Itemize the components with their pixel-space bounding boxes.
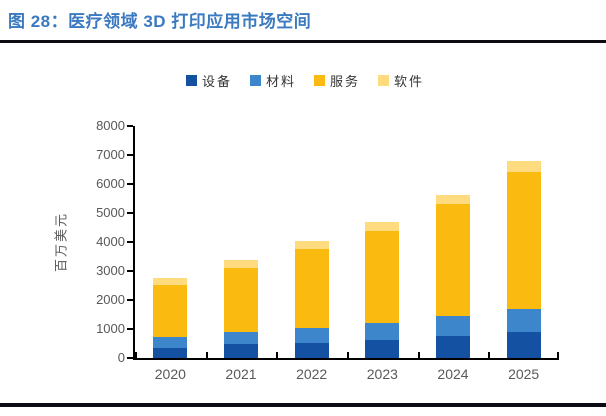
legend-swatch <box>378 74 390 86</box>
x-category-label: 2024 <box>437 366 469 382</box>
bar-segment-软件-2024 <box>436 194 470 205</box>
bar-segment-服务-2022 <box>294 249 329 328</box>
bar-segment-材料-2020 <box>153 336 188 348</box>
y-tick-mark <box>127 154 133 156</box>
y-tick-label: 0 <box>117 350 125 365</box>
legend-swatch <box>314 74 325 86</box>
bar-segment-材料-2022 <box>294 327 329 343</box>
bar-segment-服务-2021 <box>224 268 258 332</box>
legend-label: 材料 <box>265 73 296 89</box>
legend-swatch <box>249 74 261 86</box>
x-tick-mark <box>135 352 137 358</box>
y-tick-label: 3000 <box>96 263 125 278</box>
bar-segment-软件-2025 <box>506 160 541 172</box>
bar-segment-设备-2024 <box>436 336 470 358</box>
x-tick-mark <box>557 352 559 358</box>
bar-segment-设备-2025 <box>506 332 541 358</box>
bar-segment-服务-2023 <box>365 231 400 323</box>
plot-area <box>133 126 559 360</box>
y-tick-label: 7000 <box>96 147 125 162</box>
bar-segment-材料-2024 <box>436 315 470 337</box>
y-tick-label: 8000 <box>96 118 125 133</box>
x-tick-mark <box>488 352 491 358</box>
y-tick-label: 6000 <box>96 176 125 191</box>
bar-segment-软件-2022 <box>294 240 329 250</box>
x-category-label: 2025 <box>508 366 540 382</box>
x-tick-mark <box>276 352 279 358</box>
legend-label: 软件 <box>394 73 425 89</box>
bar-segment-服务-2025 <box>506 171 541 309</box>
bar-segment-软件-2021 <box>224 259 258 269</box>
bar-segment-设备-2023 <box>365 340 400 358</box>
y-tick-label: 5000 <box>96 205 125 220</box>
legend-item-材料: 材料 <box>249 71 296 90</box>
x-category-label: 2021 <box>225 366 257 382</box>
x-category-label: 2020 <box>154 366 186 382</box>
y-tick-mark <box>127 328 133 330</box>
y-tick-mark <box>127 125 133 127</box>
bar-segment-服务-2024 <box>436 204 470 316</box>
bar-segment-软件-2023 <box>365 221 400 231</box>
y-axis-title: 百万美元 <box>53 211 69 273</box>
y-tick-label: 2000 <box>96 292 125 307</box>
legend-item-软件: 软件 <box>378 71 424 90</box>
bar-segment-服务-2020 <box>153 284 188 337</box>
bottom-divider-rule <box>0 403 606 407</box>
y-tick-label: 1000 <box>96 321 125 336</box>
legend-label: 设备 <box>201 73 232 89</box>
chart-legend: 设备 材料 服务 软件 <box>40 71 570 90</box>
y-tick-mark <box>127 357 133 359</box>
y-tick-mark <box>127 183 133 185</box>
y-tick-mark <box>127 270 133 272</box>
x-category-label: 2023 <box>366 366 398 382</box>
y-tick-mark <box>127 241 133 243</box>
title-divider-rule <box>0 40 606 43</box>
figure-title: 图 28：医疗领域 3D 打印应用市场空间 <box>8 12 312 31</box>
legend-item-服务: 服务 <box>314 71 360 90</box>
y-tick-mark <box>127 212 133 214</box>
legend-item-设备: 设备 <box>185 71 232 90</box>
x-category-label: 2022 <box>296 366 328 382</box>
bar-segment-设备-2022 <box>294 342 329 358</box>
y-tick-label: 4000 <box>96 234 125 249</box>
y-tick-mark <box>127 299 133 301</box>
x-tick-mark <box>347 352 349 358</box>
bar-segment-软件-2020 <box>153 278 188 285</box>
bar-segment-材料-2021 <box>224 331 258 345</box>
legend-label: 服务 <box>330 73 361 89</box>
bar-segment-材料-2023 <box>365 322 400 341</box>
x-tick-mark <box>205 352 208 358</box>
x-tick-mark <box>417 352 420 358</box>
bar-segment-设备-2021 <box>224 344 258 358</box>
bar-segment-材料-2025 <box>506 308 541 333</box>
legend-swatch <box>185 74 197 86</box>
bar-segment-设备-2020 <box>153 347 188 358</box>
